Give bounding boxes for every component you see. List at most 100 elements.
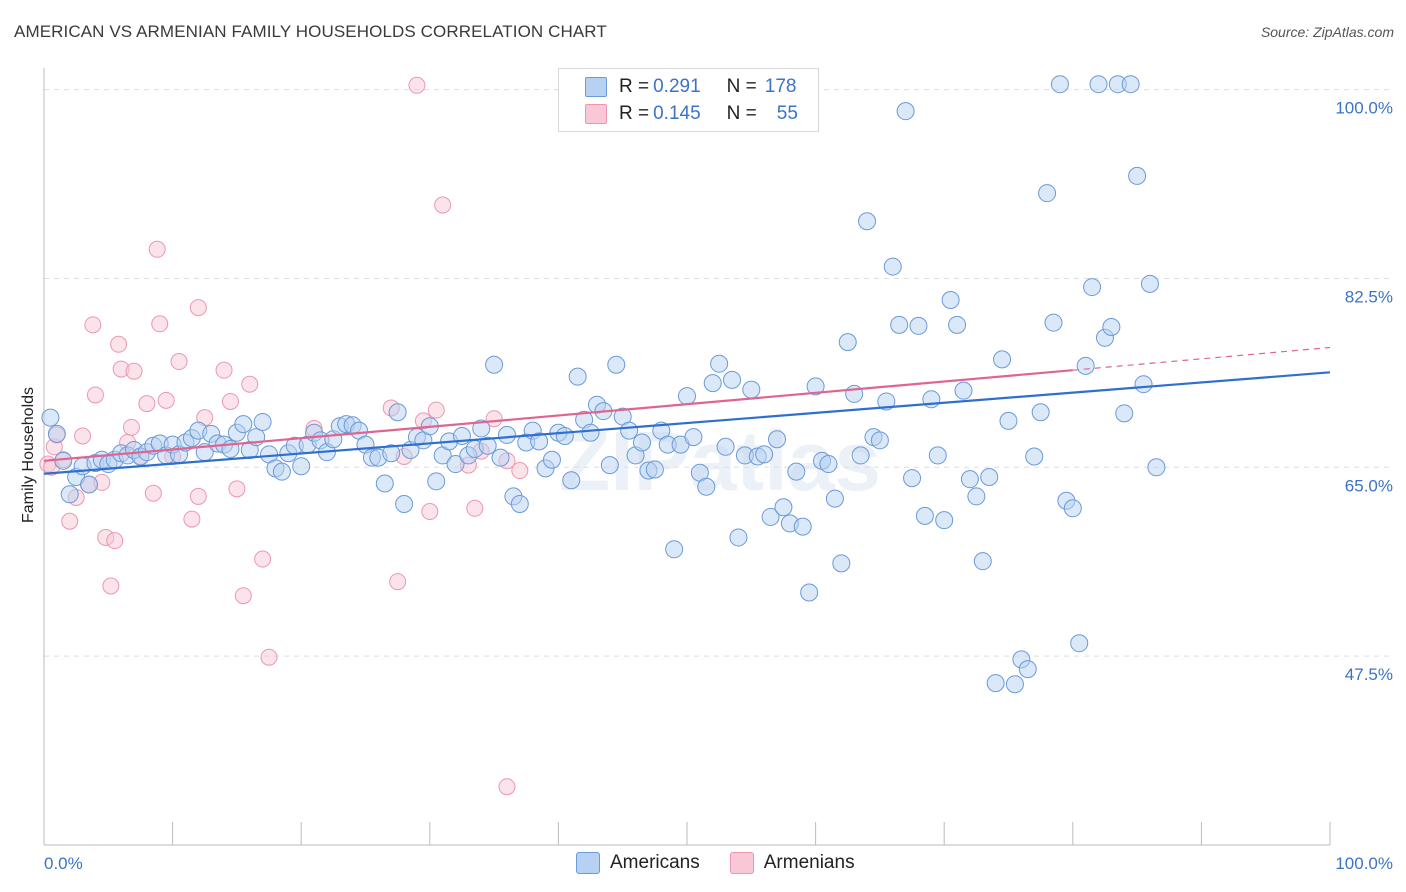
legend-item-armenians[interactable]: Armenians <box>729 852 855 874</box>
armenians-point <box>434 196 452 214</box>
armenians-point <box>138 395 156 413</box>
americans-point <box>632 433 651 452</box>
americans-point <box>729 528 748 547</box>
americans-point <box>1025 447 1044 466</box>
americans-point <box>948 315 967 334</box>
americans-point <box>562 471 581 490</box>
legend-row-armenians: R = 0.145 N = 55 <box>585 101 798 127</box>
americans-point <box>581 423 600 442</box>
americans-point <box>1031 403 1050 422</box>
y-axis-label: Family Households <box>20 387 37 523</box>
americans-point <box>883 257 902 276</box>
americans-point <box>710 354 729 373</box>
armenians-point <box>241 375 259 393</box>
armenians-point <box>151 315 169 333</box>
y-tick-label: 47.5% <box>1345 665 1393 684</box>
americans-point <box>787 462 806 481</box>
americans-point <box>993 350 1012 369</box>
x-tick-label: 100.0% <box>1335 854 1393 873</box>
armenians-point <box>511 462 529 480</box>
armenians-point <box>84 316 102 334</box>
americans-point <box>395 494 414 513</box>
americans-point <box>819 455 838 474</box>
armenians-point <box>254 550 272 568</box>
armenians-trend-extension <box>1072 346 1331 371</box>
n-label: N = <box>726 103 757 124</box>
americans-point <box>382 444 401 463</box>
americans-point <box>723 370 742 389</box>
armenians-point <box>106 532 124 550</box>
armenians-point <box>61 512 79 530</box>
americans-point <box>388 403 407 422</box>
americans-point <box>697 477 716 496</box>
armenians-point <box>466 499 484 517</box>
americans-point <box>472 419 491 438</box>
r-label: R = <box>619 103 650 124</box>
americans-point <box>1140 274 1159 293</box>
y-tick-label: 65.0% <box>1345 476 1393 495</box>
trend-lines <box>43 346 1331 475</box>
americans-point <box>915 506 934 525</box>
americans-point <box>793 517 812 536</box>
armenians-point <box>389 573 407 591</box>
chart-source: Source: ZipAtlas.com <box>1260 24 1394 40</box>
americans-point <box>1147 458 1166 477</box>
americans-point <box>292 457 311 476</box>
americans-point <box>980 468 999 487</box>
americans-point <box>755 445 774 464</box>
x-tick-label: 0.0% <box>44 854 83 873</box>
armenians-point <box>234 587 252 605</box>
armenians-point <box>498 778 516 796</box>
armenians-swatch <box>729 852 754 874</box>
americans-point <box>491 448 510 467</box>
americans-point <box>1063 499 1082 518</box>
americans-point <box>1050 75 1069 94</box>
armenians-trend-line <box>43 369 1073 462</box>
armenians-point <box>122 418 140 436</box>
armenians-point <box>125 362 143 380</box>
americans-point <box>478 436 497 455</box>
armenians-point <box>148 240 166 258</box>
armenians-point <box>215 361 233 379</box>
legend-item-americans[interactable]: Americans <box>576 852 700 874</box>
americans-trend-line <box>43 371 1331 475</box>
americans-point <box>1102 318 1121 336</box>
americans-point <box>909 316 928 335</box>
armenians-point <box>170 353 188 371</box>
americans-point <box>877 392 896 411</box>
americans-point <box>1089 75 1108 94</box>
americans-point <box>684 428 703 447</box>
americans-point <box>665 540 684 559</box>
n-label: N = <box>726 76 757 97</box>
armenians-point <box>260 648 278 666</box>
armenians-point <box>485 410 503 428</box>
americans-point <box>903 469 922 488</box>
americans-point <box>620 421 639 440</box>
americans-point <box>1121 75 1140 94</box>
armenians-point <box>157 391 175 409</box>
americans-point <box>80 475 99 494</box>
americans-point <box>774 498 793 517</box>
series-legend: Americans Armenians <box>576 852 885 874</box>
americans-points <box>41 75 1166 694</box>
americans-point <box>890 315 909 334</box>
americans-point <box>825 489 844 508</box>
n-value: 178 <box>764 76 797 97</box>
americans-point <box>800 583 819 602</box>
americans-point <box>530 432 549 451</box>
r-value: 0.291 <box>653 76 701 97</box>
americans-point <box>838 333 857 352</box>
americans-point <box>832 554 851 573</box>
americans-point <box>1076 356 1095 375</box>
americans-point <box>1070 634 1089 653</box>
armenians-point <box>221 392 239 410</box>
y-tick-label: 100.0% <box>1335 99 1393 118</box>
americans-point <box>542 450 561 469</box>
americans-point <box>510 494 529 513</box>
grid-lines <box>44 89 1394 657</box>
n-value: 55 <box>776 103 798 124</box>
americans-swatch <box>576 852 600 874</box>
americans-point <box>375 474 394 493</box>
americans-point <box>234 415 253 434</box>
americans-point <box>568 367 587 386</box>
